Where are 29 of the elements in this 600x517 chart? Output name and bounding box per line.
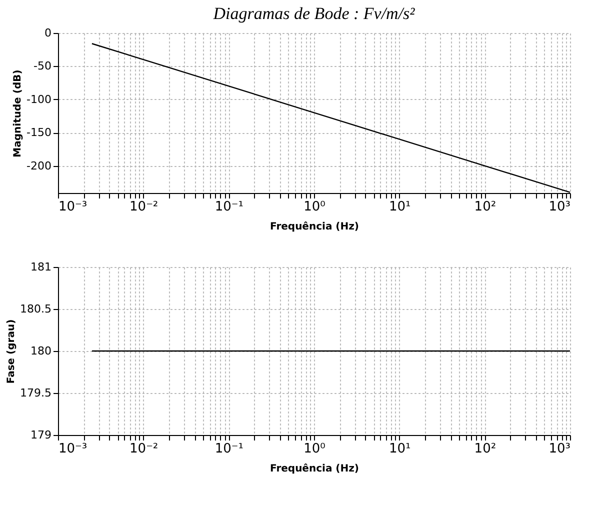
y-tick-label: 180.5 [20, 302, 52, 316]
y-tick-label: 179 [30, 428, 52, 442]
chart-title: Diagramas de Bode : Fv/m/s² [212, 4, 416, 23]
x-tick-label: 10¹ [388, 200, 411, 214]
x-axis-title: Frequência (Hz) [270, 464, 359, 474]
x-tick-label: 10⁰ [304, 442, 326, 456]
x-tick-label: 10⁻² [130, 200, 158, 214]
x-tick-label: 10⁻³ [58, 442, 88, 456]
x-tick-label: 10¹ [388, 442, 411, 456]
x-tick-label: 10⁻¹ [214, 442, 244, 456]
x-tick-label: 10⁻¹ [214, 200, 244, 214]
x-axis-title: Frequência (Hz) [270, 222, 359, 232]
y-axis-title: Magnitude (dB) [12, 70, 24, 158]
y-axis-title: Fase (grau) [6, 319, 18, 384]
y-tick-label: 181 [30, 260, 52, 274]
y-tick-label: 0 [44, 26, 52, 40]
x-tick-label: 10³ [548, 200, 570, 214]
y-tick-label: 180 [30, 344, 52, 358]
y-tick-label: -100 [26, 92, 52, 106]
x-tick-label: 10⁻³ [58, 200, 88, 214]
x-tick-label: 10² [474, 200, 496, 214]
x-tick-label: 10³ [548, 442, 570, 456]
x-tick-label: 10⁻² [130, 442, 158, 456]
x-tick-label: 10⁰ [304, 200, 326, 214]
y-tick-label: -50 [34, 60, 52, 73]
y-tick-label: -150 [26, 126, 52, 140]
y-tick-label: 179.5 [20, 386, 52, 400]
x-tick-label: 10² [474, 442, 496, 456]
y-tick-label: -200 [26, 159, 52, 172]
